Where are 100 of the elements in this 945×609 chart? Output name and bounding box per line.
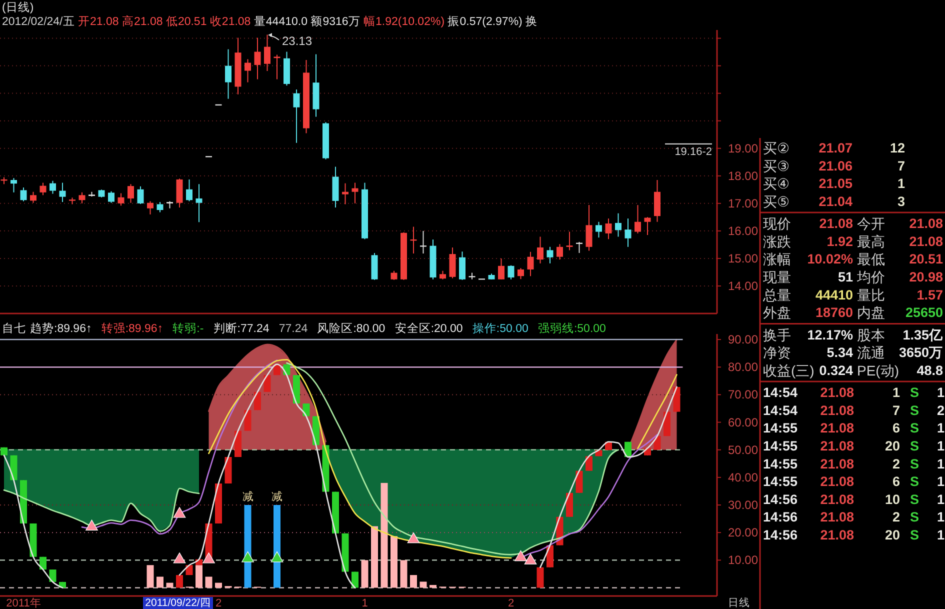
text: 14:56 xyxy=(763,492,798,507)
text: 1 xyxy=(937,456,945,472)
text: 14:54 xyxy=(763,402,798,418)
y-tick-label: 14.00 xyxy=(728,278,758,293)
candlestick xyxy=(498,258,504,280)
text: 25650 xyxy=(905,305,943,320)
text: 涨幅 xyxy=(763,251,791,268)
candlestick xyxy=(128,184,134,204)
text: 1 xyxy=(937,385,945,400)
text: 趋势:89.96↑ 转强:89.96↑ 转弱:- 判断:77.24 77.24 风险区:80.00 安全区:20.00 操作:50.00 强弱线:50.00 xyxy=(30,323,606,335)
point xyxy=(407,532,420,544)
data-label: 减 xyxy=(242,490,254,503)
candlestick xyxy=(186,178,192,202)
candlestick xyxy=(254,37,261,80)
text: 0.324 xyxy=(819,362,853,378)
bar xyxy=(166,582,174,588)
text: 6 xyxy=(892,420,900,436)
bar xyxy=(361,560,368,588)
point xyxy=(242,551,254,562)
bar xyxy=(196,565,202,588)
text: 1.57 xyxy=(916,287,943,302)
candlestick xyxy=(459,251,466,280)
candlestick xyxy=(537,236,544,264)
text: 21.08 xyxy=(820,492,854,507)
point xyxy=(173,552,186,564)
text: 12.17% xyxy=(807,327,853,342)
x-tick-label: 2 xyxy=(215,598,222,609)
text: 均价 xyxy=(857,269,885,285)
text: 2 xyxy=(937,402,945,418)
candlestick xyxy=(20,186,27,202)
text: 流通 xyxy=(857,344,885,361)
text: 1 xyxy=(937,474,945,490)
candlestick xyxy=(50,180,56,194)
text: 21.08 xyxy=(820,456,854,472)
bar xyxy=(380,482,388,588)
text: 现价 xyxy=(763,216,791,232)
text: 14:55 xyxy=(763,420,798,436)
text: 2012/02/24/五 开21.08 高21.08 低20.51 收21.08 量44410.0 额9316万 幅1.92(10.02%) 振0.57(2.97%) 换 xyxy=(2,16,538,28)
candlestick xyxy=(518,268,524,280)
candlestick xyxy=(274,54,280,80)
y-tick-label: 70.00 xyxy=(728,388,758,402)
candlestick xyxy=(59,182,66,203)
candlestick xyxy=(293,88,300,144)
candlestick xyxy=(176,178,183,208)
bar xyxy=(410,575,417,588)
bar xyxy=(205,576,212,588)
text: 44410 xyxy=(815,287,853,302)
candlestick xyxy=(390,270,398,280)
bar xyxy=(430,584,436,588)
candlestick xyxy=(527,251,534,277)
text: 21.08 xyxy=(820,420,854,436)
text: 21.08 xyxy=(819,216,853,232)
y-tick-label: 18.00 xyxy=(728,168,758,183)
x-tick-label: 2011年 xyxy=(6,598,41,609)
x-tick-label: 2 xyxy=(508,598,514,609)
y-tick-label: 17.00 xyxy=(728,196,758,210)
text: 1.92 xyxy=(826,234,853,249)
text: 涨跌 xyxy=(763,233,791,250)
candlestick xyxy=(118,192,124,206)
text: 买④ xyxy=(763,176,790,192)
annotation: 23.13 xyxy=(282,34,312,48)
text: S xyxy=(910,456,920,472)
text: 10.02% xyxy=(807,252,853,267)
y-tick-label: 19.00 xyxy=(728,141,758,156)
text: 21.08 xyxy=(909,234,943,249)
text: 21.04 3 xyxy=(818,194,905,209)
y-tick-label: 60.00 xyxy=(728,415,758,430)
y-tick-label: 40.00 xyxy=(728,470,758,484)
text: 收益(三) xyxy=(763,362,814,378)
text: 14:55 xyxy=(763,456,798,472)
candlestick xyxy=(10,178,17,193)
text: 量比 xyxy=(857,286,885,303)
candlestick xyxy=(156,202,164,213)
point xyxy=(524,554,537,564)
candlestick xyxy=(352,571,358,588)
candlestick xyxy=(78,192,86,204)
text: 20 xyxy=(884,528,900,542)
candlestick xyxy=(586,456,592,472)
x-tick-label: 1 xyxy=(362,598,368,609)
candlestick xyxy=(264,34,270,72)
text: 21.08 xyxy=(909,216,943,232)
text: S xyxy=(910,385,920,400)
bar xyxy=(156,576,164,588)
text: 总量 xyxy=(763,286,791,303)
candlestick xyxy=(244,58,251,83)
text: S xyxy=(910,510,920,525)
text: S xyxy=(910,474,920,490)
text: 日线 xyxy=(728,596,750,609)
text: 1 xyxy=(937,510,945,525)
data-label: 减 xyxy=(272,490,282,503)
text: S xyxy=(910,402,920,418)
text: 1 xyxy=(937,528,945,542)
chart-title: 自七 xyxy=(2,322,26,335)
y-tick-label: 30.00 xyxy=(728,498,758,512)
text: 21.08 xyxy=(820,402,854,418)
text: 18760 xyxy=(815,305,853,320)
text: 外盘 xyxy=(763,304,791,321)
text: 14:56 xyxy=(763,528,798,542)
text: 21.08 xyxy=(820,385,854,400)
bar xyxy=(371,526,378,588)
